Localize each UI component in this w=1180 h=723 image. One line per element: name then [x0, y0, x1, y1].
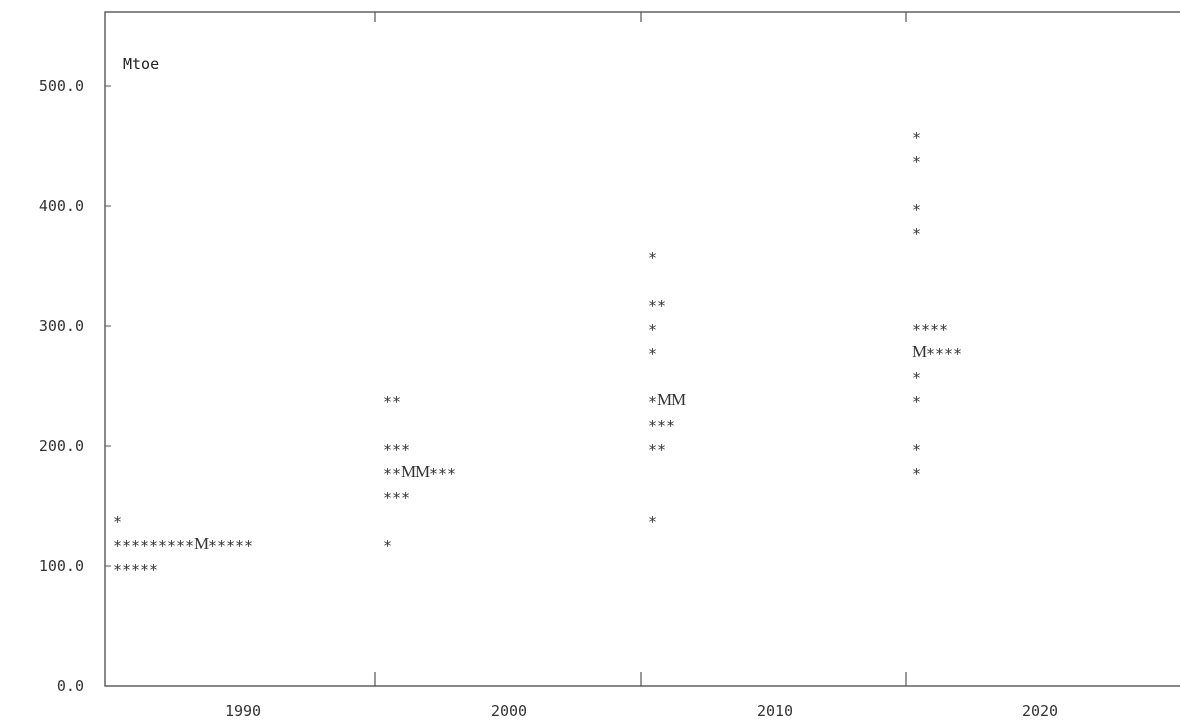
- data-point-marker: *: [648, 345, 657, 363]
- data-point-marker: *: [930, 321, 939, 339]
- median-marker: M: [194, 534, 209, 553]
- data-point-marker: *: [912, 465, 921, 483]
- x-tick-label: 2000: [491, 702, 527, 720]
- data-point-marker: *: [208, 537, 217, 555]
- data-point-marker: *: [648, 417, 657, 435]
- data-point-marker: *: [912, 201, 921, 219]
- data-point-marker: *: [912, 225, 921, 243]
- data-point-marker: *: [122, 561, 131, 579]
- data-point-marker: *: [912, 441, 921, 459]
- data-point-marker: *: [383, 537, 392, 555]
- y-axis-ticks: 0.0 100.0 200.0 300.0 400.0 500.0: [39, 77, 111, 695]
- y-tick-label: 200.0: [39, 437, 84, 455]
- median-marker: M: [401, 462, 416, 481]
- data-point-marker: *: [383, 489, 392, 507]
- data-point-marker: *: [944, 345, 953, 363]
- data-point-marker: *: [158, 537, 167, 555]
- y-tick-label: 300.0: [39, 317, 84, 335]
- data-point-marker: *: [648, 393, 657, 411]
- data-point-marker: *: [401, 489, 410, 507]
- x-tick-label: 2020: [1022, 702, 1058, 720]
- y-tick-label: 0.0: [57, 677, 84, 695]
- data-point-marker: *: [244, 537, 253, 555]
- data-point-marker: *: [392, 441, 401, 459]
- data-point-marker: *: [122, 537, 131, 555]
- data-point-marker: *: [912, 129, 921, 147]
- data-point-marker: *: [176, 537, 185, 555]
- data-point-marker: *: [429, 465, 438, 483]
- data-point-marker: *: [383, 393, 392, 411]
- data-point-marker: *: [235, 537, 244, 555]
- data-point-marker: *: [226, 537, 235, 555]
- data-point-marker: *: [666, 417, 675, 435]
- data-point-marker: *: [912, 321, 921, 339]
- plot-frame: [104, 11, 1180, 687]
- data-point-marker: *: [392, 393, 401, 411]
- data-point-marker: *: [921, 321, 930, 339]
- y-tick-label: 500.0: [39, 77, 84, 95]
- data-point-marker: *: [648, 513, 657, 531]
- data-point-marker: *: [438, 465, 447, 483]
- data-point-marker: *: [140, 537, 149, 555]
- data-point-marker: *: [167, 537, 176, 555]
- data-point-marker: *: [926, 345, 935, 363]
- data-point-marker: *: [383, 465, 392, 483]
- data-point-marker: *: [149, 537, 158, 555]
- x-tick-label: 1990: [225, 702, 261, 720]
- y-tick-label: 400.0: [39, 197, 84, 215]
- data-point-marker: *: [113, 537, 122, 555]
- data-point-marker: *: [217, 537, 226, 555]
- x-tick-label: 2010: [757, 702, 793, 720]
- data-point-marker: *: [953, 345, 962, 363]
- data-point-marker: *: [113, 561, 122, 579]
- data-points: ** * * * * * * * * M* * * * ** * * * ** ** * ** * MM* * ** * **** *…: [113, 129, 962, 579]
- data-point-marker: *: [401, 441, 410, 459]
- data-point-marker: *: [149, 561, 158, 579]
- data-point-marker: *: [648, 441, 657, 459]
- data-point-marker: *: [912, 153, 921, 171]
- y-tick-label: 100.0: [39, 557, 84, 575]
- median-marker: M: [912, 342, 927, 361]
- data-point-marker: *: [447, 465, 456, 483]
- data-point-marker: *: [912, 369, 921, 387]
- data-point-marker: *: [113, 513, 122, 531]
- data-point-marker: *: [131, 561, 140, 579]
- data-point-marker: *: [392, 489, 401, 507]
- data-point-marker: *: [657, 417, 666, 435]
- y-unit-label: Mtoe: [123, 55, 159, 73]
- data-point-marker: *: [657, 441, 666, 459]
- data-point-marker: *: [140, 561, 149, 579]
- data-point-marker: *: [648, 297, 657, 315]
- median-marker: M: [415, 462, 430, 481]
- data-point-marker: *: [185, 537, 194, 555]
- median-marker: M: [671, 390, 686, 409]
- data-point-marker: *: [392, 465, 401, 483]
- data-point-marker: *: [648, 249, 657, 267]
- x-axis-ticks: 1990 2000 2010 2020: [225, 12, 1058, 720]
- data-point-marker: *: [383, 441, 392, 459]
- median-marker: M: [657, 390, 672, 409]
- data-point-marker: *: [912, 393, 921, 411]
- data-point-marker: *: [131, 537, 140, 555]
- data-point-marker: *: [939, 321, 948, 339]
- data-point-marker: *: [657, 297, 666, 315]
- data-point-marker: *: [935, 345, 944, 363]
- data-point-marker: *: [648, 321, 657, 339]
